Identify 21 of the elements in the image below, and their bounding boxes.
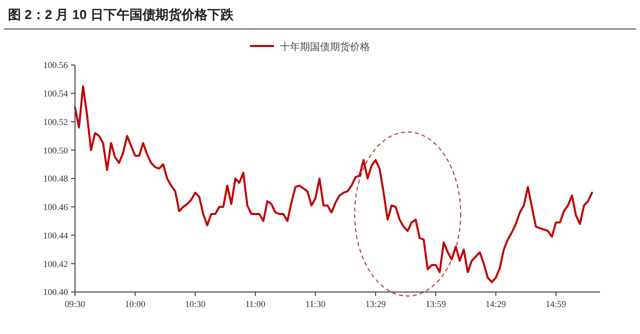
y-tick-label: 100.50 [43, 145, 68, 156]
y-tick-label: 100.42 [43, 258, 68, 269]
x-tick-label: 09:30 [64, 299, 86, 309]
y-tick-label: 100.56 [43, 60, 68, 70]
y-tick-label: 100.40 [43, 287, 68, 298]
x-tick-label: 11:30 [305, 299, 326, 309]
y-tick-label: 100.54 [43, 88, 68, 99]
y-tick-label: 100.48 [43, 174, 68, 184]
x-tick-label: 14:59 [546, 299, 567, 309]
x-tick-label: 11:00 [245, 299, 266, 309]
chart-title: 图 2：2 月 10 日下午国债期货价格下跌 [8, 7, 234, 22]
line-series [74, 85, 593, 284]
x-tick-label: 10:30 [184, 299, 206, 309]
y-tick-label: 100.46 [43, 202, 68, 212]
x-tick-label: 14:29 [486, 299, 507, 309]
x-tick-label: 13:29 [365, 299, 386, 309]
x-tick-label: 13:59 [425, 299, 446, 309]
y-tick-label: 100.44 [43, 230, 68, 240]
legend-label: 十年期国债期货价格 [280, 41, 370, 53]
x-tick-label: 10:00 [124, 299, 146, 309]
y-tick-label: 100.52 [43, 116, 68, 127]
